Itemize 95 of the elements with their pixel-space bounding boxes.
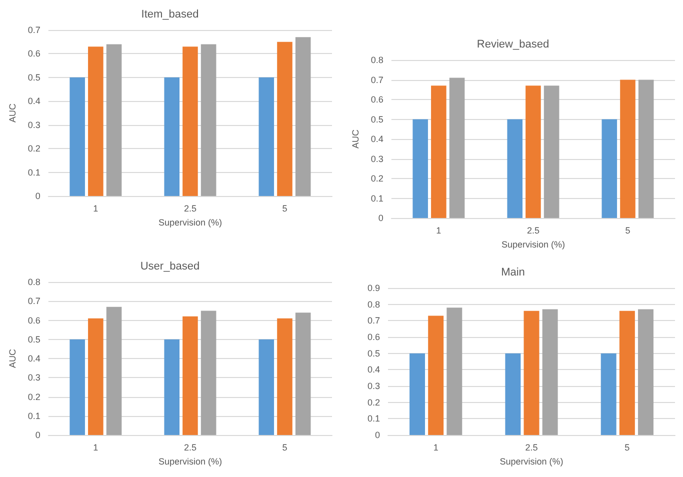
y-tick-label: 0 xyxy=(35,191,40,201)
bar xyxy=(70,77,85,196)
y-tick-label: 0.6 xyxy=(370,94,384,104)
y-tick-label: 0.2 xyxy=(367,397,380,408)
bar xyxy=(295,312,311,435)
bar xyxy=(164,77,180,196)
y-tick-label: 0.3 xyxy=(370,154,384,164)
bar xyxy=(258,77,274,196)
bar xyxy=(638,80,654,218)
x-tick-label: 2.5 xyxy=(184,204,196,214)
y-tick-label: 0.4 xyxy=(28,354,40,364)
bar xyxy=(70,339,85,435)
chart-title: Main xyxy=(501,266,525,278)
x-axis-title: Supervision (%) xyxy=(158,456,222,466)
bar xyxy=(524,310,540,435)
y-tick-label: 0.8 xyxy=(367,299,380,310)
y-tick-label: 0.5 xyxy=(28,334,40,344)
y-tick-label: 0.3 xyxy=(367,381,380,391)
bar xyxy=(106,44,122,196)
y-tick-label: 0.5 xyxy=(367,348,380,358)
bar xyxy=(542,309,558,435)
x-tick-label: 1 xyxy=(433,442,438,452)
y-tick-label: 0.2 xyxy=(28,144,40,154)
y-tick-label: 0.1 xyxy=(28,167,40,178)
y-axis-title: AUC xyxy=(350,129,360,149)
y-tick-label: 0.4 xyxy=(370,134,384,144)
bar xyxy=(200,44,216,196)
x-tick-label: 1 xyxy=(93,442,98,452)
x-tick-label: 2.5 xyxy=(526,226,540,236)
y-tick-label: 0.7 xyxy=(370,74,384,85)
bar xyxy=(277,318,292,435)
bar xyxy=(602,119,618,218)
y-tick-label: 0.6 xyxy=(28,315,40,326)
bar xyxy=(88,318,104,435)
bar xyxy=(277,42,292,196)
y-tick-label: 0.7 xyxy=(28,25,40,35)
bar xyxy=(544,86,560,218)
y-tick-label: 0.1 xyxy=(370,193,384,204)
bar xyxy=(182,316,198,435)
bar xyxy=(507,119,522,218)
x-tick-label: 2.5 xyxy=(525,442,538,452)
y-tick-label: 0.8 xyxy=(370,55,384,65)
y-tick-label: 0.2 xyxy=(28,392,40,402)
bar xyxy=(600,353,616,435)
bar xyxy=(428,316,444,435)
y-tick-label: 0.4 xyxy=(367,364,380,375)
x-tick-label: 1 xyxy=(436,226,442,236)
bar xyxy=(526,86,541,218)
bar xyxy=(638,309,654,435)
y-tick-label: 0.4 xyxy=(28,96,40,106)
y-tick-label: 0.3 xyxy=(28,120,40,130)
x-tick-label: 5 xyxy=(624,442,630,452)
chart-title: Review_based xyxy=(476,38,550,50)
y-tick-label: 0.6 xyxy=(28,48,40,59)
y-tick-label: 0.1 xyxy=(367,414,380,424)
y-tick-label: 0.7 xyxy=(28,296,40,306)
x-axis-title: Supervision (%) xyxy=(501,240,565,250)
x-tick-label: 2.5 xyxy=(184,442,196,452)
x-tick-label: 5 xyxy=(282,204,288,214)
y-tick-label: 0 xyxy=(374,430,380,440)
bar xyxy=(200,310,216,435)
y-tick-label: 0.6 xyxy=(367,332,380,342)
bar xyxy=(412,119,428,218)
y-tick-label: 0.5 xyxy=(370,114,384,124)
x-tick-label: 5 xyxy=(282,442,288,452)
bar xyxy=(410,353,425,435)
bar xyxy=(620,80,636,218)
bar xyxy=(619,310,635,435)
y-tick-label: 0.8 xyxy=(28,277,40,287)
chart-title: Item_based xyxy=(141,8,199,20)
bar xyxy=(431,86,446,218)
x-axis-title: Supervision (%) xyxy=(158,218,222,228)
bar xyxy=(446,308,462,435)
bar xyxy=(164,339,180,435)
y-tick-label: 0.5 xyxy=(28,72,40,82)
bar xyxy=(258,339,274,435)
y-tick-label: 0.1 xyxy=(28,410,40,421)
bar xyxy=(295,37,311,196)
x-tick-label: 5 xyxy=(625,226,630,236)
y-tick-label: 0.9 xyxy=(367,283,380,293)
y-axis-title: AUC xyxy=(8,348,18,368)
bar xyxy=(88,46,104,196)
x-axis-title: Supervision (%) xyxy=(500,456,564,466)
bar xyxy=(449,78,465,218)
y-axis-title: AUC xyxy=(8,103,18,123)
bar xyxy=(505,353,521,435)
bar xyxy=(182,46,198,196)
y-tick-label: 0.7 xyxy=(367,316,380,326)
y-tick-label: 0 xyxy=(35,430,40,440)
chart-title: User_based xyxy=(140,260,200,272)
y-tick-label: 0.3 xyxy=(28,372,40,383)
y-tick-label: 0.2 xyxy=(370,174,384,184)
x-tick-label: 1 xyxy=(93,204,98,214)
y-tick-label: 0 xyxy=(378,213,384,223)
bar xyxy=(106,306,122,435)
